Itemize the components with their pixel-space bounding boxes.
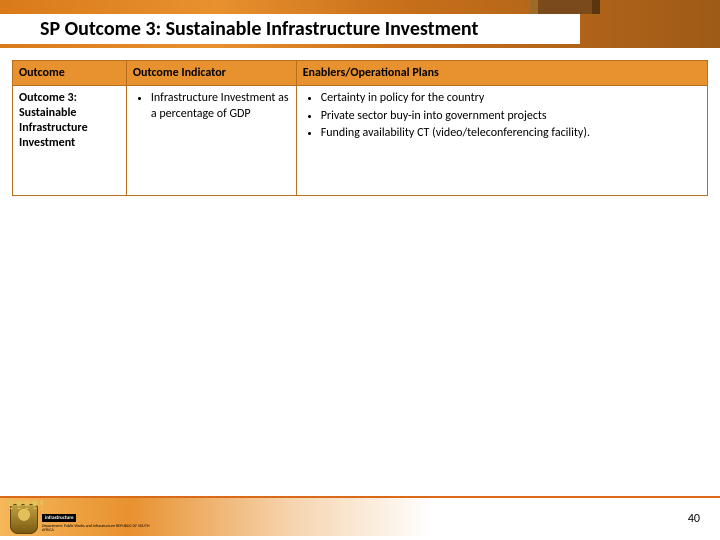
- slide-title: SP Outcome 3: Sustainable Infrastructure…: [40, 17, 478, 41]
- list-item: Infrastructure Investment as a percentag…: [151, 91, 290, 122]
- logo-text: infrastructure Department: Public Works …: [42, 505, 162, 534]
- gov-logo: infrastructure Department: Public Works …: [10, 504, 162, 534]
- page-number: 40: [688, 512, 700, 526]
- title-bar: SP Outcome 3: Sustainable Infrastructure…: [0, 14, 580, 44]
- col-header-enablers: Enablers/Operational Plans: [296, 61, 707, 86]
- cell-outcome: Outcome 3: Sustainable Infrastructure In…: [13, 86, 127, 196]
- coat-of-arms-icon: [10, 504, 38, 534]
- table-row: Outcome 3: Sustainable Infrastructure In…: [13, 86, 708, 196]
- logo-wordmark: infrastructure: [42, 514, 76, 522]
- banner-strip-decor: [530, 0, 600, 14]
- table-header-row: Outcome Outcome Indicator Enablers/Opera…: [13, 61, 708, 86]
- logo-subtext: Department: Public Works and Infrastruct…: [42, 525, 162, 534]
- col-header-indicator: Outcome Indicator: [126, 61, 296, 86]
- col-header-outcome: Outcome: [13, 61, 127, 86]
- indicator-bullets: Infrastructure Investment as a percentag…: [133, 91, 290, 122]
- list-item: Certainty in policy for the country: [321, 91, 701, 107]
- outcome-table: Outcome Outcome Indicator Enablers/Opera…: [12, 60, 708, 196]
- list-item: Private sector buy-in into government pr…: [321, 109, 701, 125]
- outcome-text: Outcome 3: Sustainable Infrastructure In…: [19, 91, 120, 151]
- header-banner: SP Outcome 3: Sustainable Infrastructure…: [0, 0, 720, 48]
- cell-indicator: Infrastructure Investment as a percentag…: [126, 86, 296, 196]
- list-item: Funding availability CT (video/teleconfe…: [321, 126, 701, 142]
- cell-enablers: Certainty in policy for the country Priv…: [296, 86, 707, 196]
- enabler-bullets: Certainty in policy for the country Priv…: [303, 91, 701, 142]
